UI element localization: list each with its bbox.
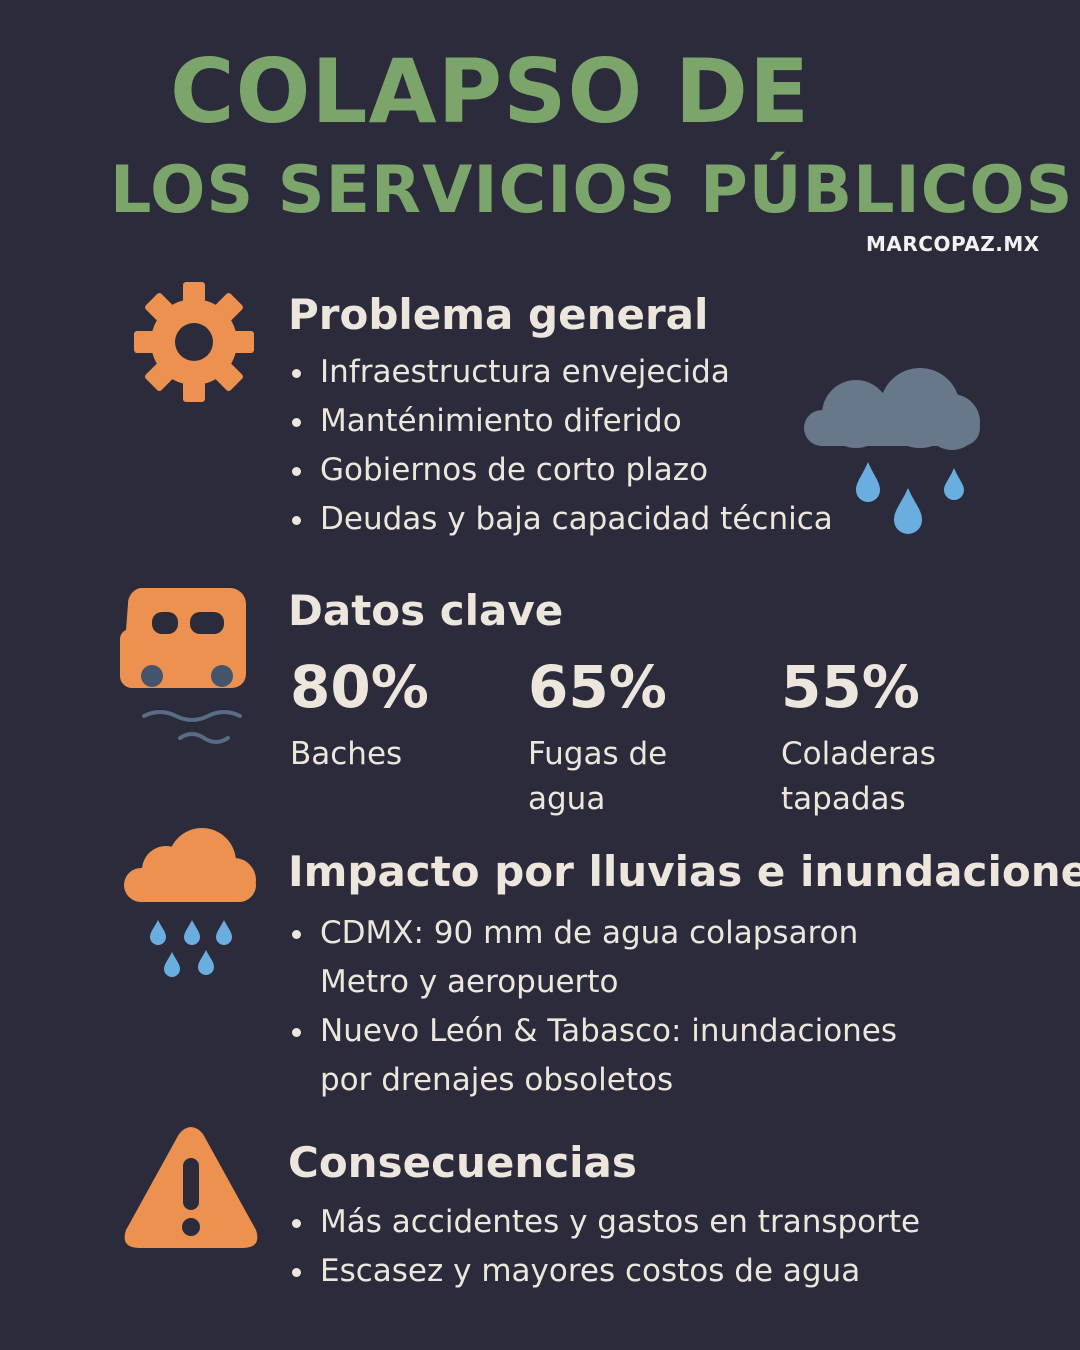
stat-value: 65% [528,653,667,721]
section-heading-impacto: Impacto por lluvias e inundaciones [288,847,1080,896]
problema-list: Infraestructura envejecida Manténimiento… [288,348,833,544]
impacto-list: CDMX: 90 mm de agua colapsaron Metro y a… [288,909,897,1105]
warning-icon [124,1127,258,1248]
title-line-1: COLAPSO DE [170,40,811,143]
list-item-line-2: por drenajes obsoletos [320,1062,674,1098]
list-item: Manténimiento diferido [288,397,833,446]
section-heading-datos: Datos clave [288,586,564,635]
list-item: Nuevo León & Tabasco: inundaciones por d… [288,1007,897,1105]
stat-coladeras: 55% Coladeras tapadas [781,658,1011,822]
stat-label: Coladeras tapadas [781,736,936,817]
list-item-line-1: Nuevo León & Tabasco: inundaciones [320,1013,898,1049]
stat-label: Baches [290,736,403,772]
section-heading-problema: Problema general [288,290,709,339]
gear-icon [134,282,254,402]
consecuencias-list: Más accidentes y gastos en transporte Es… [288,1198,920,1296]
stat-value: 80% [290,653,429,721]
list-item: CDMX: 90 mm de agua colapsaron Metro y a… [288,909,897,1007]
stat-label: Fugas de agua [528,736,668,817]
rain-cloud-icon [124,828,256,977]
section-heading-consecuencias: Consecuencias [288,1138,637,1187]
title-line-2: LOS SERVICIOS PÚBLICOS [110,153,1074,228]
gray-rain-cloud-icon [804,368,980,534]
list-item-line-2: Metro y aeropuerto [320,964,619,1000]
list-item: Más accidentes y gastos en transporte [288,1198,920,1247]
list-item: Deudas y baja capacidad técnica [288,495,833,544]
list-item: Gobiernos de corto plazo [288,446,833,495]
list-item: Escasez y mayores costos de agua [288,1247,920,1296]
stat-value: 55% [781,653,920,721]
brand-watermark: MARCOPAZ.MX [866,232,1040,256]
car-flood-icon [119,588,246,744]
stat-baches: 80% Baches [290,658,520,777]
list-item-line-1: CDMX: 90 mm de agua colapsaron [320,915,859,951]
stat-fugas: 65% Fugas de agua [528,658,758,822]
list-item: Infraestructura envejecida [288,348,833,397]
